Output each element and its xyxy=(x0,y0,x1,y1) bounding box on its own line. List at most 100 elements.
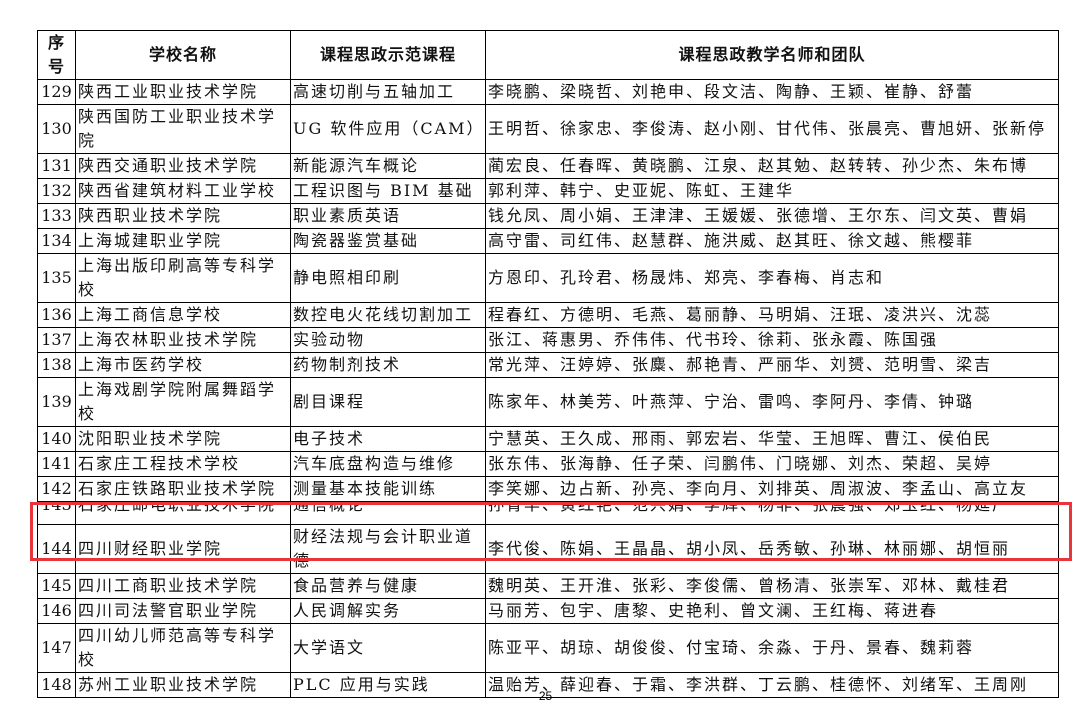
school-name: 石家庄铁路职业技术学院 xyxy=(75,476,291,502)
table-row: 145 四川工商职业技术学院 食品营养与健康 魏明英、王开淮、张彩、李俊儒、曾杨清、张… xyxy=(37,573,1059,599)
school-name: 上海市医药学校 xyxy=(75,352,291,378)
row-number: 137 xyxy=(37,327,76,353)
school-name: 上海工商信息学校 xyxy=(75,302,291,328)
teacher-team: 马丽芳、包宇、唐黎、史艳利、曾文澜、王红梅、蒋进春 xyxy=(485,598,1059,624)
school-name: 四川财经职业学院 xyxy=(75,524,291,574)
row-number: 146 xyxy=(37,598,76,624)
table-row: 141 石家庄工程技术学校 汽车底盘构造与维修 张东伟、张海静、任子荣、闫鹏伟、门晓娜… xyxy=(37,451,1059,477)
school-name: 陕西职业技术学院 xyxy=(75,203,291,229)
teacher-team: 魏明英、王开淮、张彩、李俊儒、曾杨清、张崇军、邓林、戴桂君 xyxy=(485,573,1059,599)
table-row: 144 四川财经职业学院 财经法规与会计职业道德 李代俊、陈娟、王晶晶、胡小凤、岳秀敏… xyxy=(37,524,1059,574)
course-name: 测量基本技能训练 xyxy=(290,476,486,502)
row-number: 133 xyxy=(37,203,76,229)
course-name: 实验动物 xyxy=(290,327,486,353)
clipped-text: 石家庄邮电职业技术学院 xyxy=(78,502,277,514)
course-name: 汽车底盘构造与维修 xyxy=(290,451,486,477)
table-row: 140 沈阳职业技术学院 电子技术 宁慧英、王久成、邢雨、郭宏岩、华莹、王旭晖、曹江、… xyxy=(37,426,1059,452)
school-name: 四川工商职业技术学院 xyxy=(75,573,291,599)
course-name: 电子技术 xyxy=(290,426,486,452)
table-row: 142 石家庄铁路职业技术学院 测量基本技能训练 李笑娜、边占新、孙亮、李向月、刘排英… xyxy=(37,476,1059,502)
course-name: 食品营养与健康 xyxy=(290,573,486,599)
school-name: 陕西工业职业技术学院 xyxy=(75,79,291,105)
school-name: 陕西省建筑材料工业学校 xyxy=(75,178,291,204)
course-name: 剧目课程 xyxy=(290,377,486,427)
course-name: PLC 应用与实践 xyxy=(290,672,486,698)
school-name: 沈阳职业技术学院 xyxy=(75,426,291,452)
school-name: 陕西国防工业职业技术学院 xyxy=(75,104,291,154)
teacher-team: 钱允凤、周小娟、王津津、王媛媛、张德增、王尔东、闫文英、曹娟 xyxy=(485,203,1059,229)
clipped-text: 143 xyxy=(41,502,72,514)
table-row: 135 上海出版印刷高等专科学校 静电照相印刷 方恩印、孔玲君、杨晟炜、郑亮、李春梅、… xyxy=(37,253,1059,303)
page-number: 25 xyxy=(538,689,553,703)
row-number: 135 xyxy=(37,253,76,303)
school-name: 苏州工业职业技术学院 xyxy=(75,672,291,698)
table-row: 143 石家庄邮电职业技术学院 通信概论 孙青华、黄红艳、范兴娟、李辉、杨非、张震强、… xyxy=(37,501,1059,525)
table-row: 137 上海农林职业技术学院 实验动物 张江、蒋惠男、乔伟伟、代书玲、徐莉、张永霞、陈… xyxy=(37,327,1059,353)
course-name: 大学语文 xyxy=(290,623,486,673)
teacher-team: 宁慧英、王久成、邢雨、郭宏岩、华莹、王旭晖、曹江、侯伯民 xyxy=(485,426,1059,452)
row-number: 139 xyxy=(37,377,76,427)
school-name: 四川司法警官职业学院 xyxy=(75,598,291,624)
header-cell: 课程思政教学名师和团队 xyxy=(485,30,1059,80)
row-number: 129 xyxy=(37,79,76,105)
table-row: 147 四川幼儿师范高等专科学校 大学语文 陈亚平、胡琼、胡俊俊、付宝琦、余淼、于丹、… xyxy=(37,623,1059,673)
table-row: 146 四川司法警官职业学院 人民调解实务 马丽芳、包宇、唐黎、史艳利、曾文澜、王红梅… xyxy=(37,598,1059,624)
row-number: 147 xyxy=(37,623,76,673)
row-number: 138 xyxy=(37,352,76,378)
course-name: UG 软件应用（CAM） xyxy=(290,104,486,154)
teacher-team: 李晓鹏、梁晓哲、刘艳申、段文洁、陶静、王颖、崔静、舒蕾 xyxy=(485,79,1059,105)
row-number: 143 xyxy=(37,501,76,525)
teacher-team: 方恩印、孔玲君、杨晟炜、郑亮、李春梅、肖志和 xyxy=(485,253,1059,303)
course-name: 人民调解实务 xyxy=(290,598,486,624)
header-cell: 学校名称 xyxy=(75,30,291,80)
table-row: 129 陕西工业职业技术学院 高速切削与五轴加工 李晓鹏、梁晓哲、刘艳申、段文洁、陶静… xyxy=(37,79,1059,105)
row-number: 140 xyxy=(37,426,76,452)
row-number: 148 xyxy=(37,672,76,698)
table-row: 131 陕西交通职业技术学院 新能源汽车概论 蔺宏良、任春晖、黄晓鹏、江泉、赵其勉、赵… xyxy=(37,153,1059,179)
course-name: 工程识图与 BIM 基础 xyxy=(290,178,486,204)
school-name: 石家庄工程技术学校 xyxy=(75,451,291,477)
course-name: 静电照相印刷 xyxy=(290,253,486,303)
clipped-text: 通信概论 xyxy=(293,502,366,514)
table-row: 138 上海市医药学校 药物制剂技术 常光萍、汪婷婷、张麋、郝艳青、严丽华、刘赟、范明… xyxy=(37,352,1059,378)
header-cell: 序号 xyxy=(37,30,76,80)
table-row: 134 上海城建职业学院 陶瓷器鉴赏基础 高守雷、司红伟、赵慧群、施洪威、赵其旺、徐文… xyxy=(37,228,1059,254)
teacher-team: 高守雷、司红伟、赵慧群、施洪威、赵其旺、徐文越、熊樱菲 xyxy=(485,228,1059,254)
course-table: 序号 学校名称 课程思政示范课程 课程思政教学名师和团队 129 陕西工业职业技术… xyxy=(37,30,1059,698)
course-name: 财经法规与会计职业道德 xyxy=(290,524,486,574)
teacher-team: 王明哲、徐家忠、李俊涛、赵小刚、甘代伟、张晨亮、曹旭妍、张新停 xyxy=(485,104,1059,154)
row-number: 131 xyxy=(37,153,76,179)
row-number: 136 xyxy=(37,302,76,328)
school-name: 上海农林职业技术学院 xyxy=(75,327,291,353)
school-name: 上海城建职业学院 xyxy=(75,228,291,254)
teacher-team: 蔺宏良、任春晖、黄晓鹏、江泉、赵其勉、赵转转、孙少杰、朱布博 xyxy=(485,153,1059,179)
course-name: 陶瓷器鉴赏基础 xyxy=(290,228,486,254)
row-number: 145 xyxy=(37,573,76,599)
course-name: 药物制剂技术 xyxy=(290,352,486,378)
teacher-team: 李代俊、陈娟、王晶晶、胡小凤、岳秀敏、孙琳、林丽娜、胡恒丽 xyxy=(485,524,1059,574)
school-name: 上海出版印刷高等专科学校 xyxy=(75,253,291,303)
table-row: 132 陕西省建筑材料工业学校 工程识图与 BIM 基础 郭利萍、韩宁、史亚妮、陈虹、… xyxy=(37,178,1059,204)
row-number: 144 xyxy=(37,524,76,574)
course-name: 新能源汽车概论 xyxy=(290,153,486,179)
teacher-team: 郭利萍、韩宁、史亚妮、陈虹、王建华 xyxy=(485,178,1059,204)
teacher-team: 常光萍、汪婷婷、张麋、郝艳青、严丽华、刘赟、范明雪、梁吉 xyxy=(485,352,1059,378)
course-name: 数控电火花线切割加工 xyxy=(290,302,486,328)
course-name: 职业素质英语 xyxy=(290,203,486,229)
teacher-team: 李笑娜、边占新、孙亮、李向月、刘排英、周淑波、李孟山、高立友 xyxy=(485,476,1059,502)
row-number: 142 xyxy=(37,476,76,502)
row-number: 134 xyxy=(37,228,76,254)
header-row: 序号 学校名称 课程思政示范课程 课程思政教学名师和团队 xyxy=(37,30,1059,80)
table-row: 130 陕西国防工业职业技术学院 UG 软件应用（CAM） 王明哲、徐家忠、李俊涛、赵… xyxy=(37,104,1059,154)
row-number: 141 xyxy=(37,451,76,477)
row-number: 130 xyxy=(37,104,76,154)
teacher-team: 陈家年、林美芳、叶燕萍、宁治、雷鸣、李阿丹、李倩、钟璐 xyxy=(485,377,1059,427)
header-cell: 课程思政示范课程 xyxy=(290,30,486,80)
teacher-team: 张东伟、张海静、任子荣、闫鹏伟、门晓娜、刘杰、荣超、吴婷 xyxy=(485,451,1059,477)
teacher-team: 张江、蒋惠男、乔伟伟、代书玲、徐莉、张永霞、陈国强 xyxy=(485,327,1059,353)
course-name: 高速切削与五轴加工 xyxy=(290,79,486,105)
teacher-team: 温贻芳、薛迎春、于霜、李洪群、丁云鹏、桂德怀、刘绪军、王周刚 xyxy=(485,672,1059,698)
row-number: 132 xyxy=(37,178,76,204)
teacher-team: 陈亚平、胡琼、胡俊俊、付宝琦、余淼、于丹、景春、魏莉蓉 xyxy=(485,623,1059,673)
